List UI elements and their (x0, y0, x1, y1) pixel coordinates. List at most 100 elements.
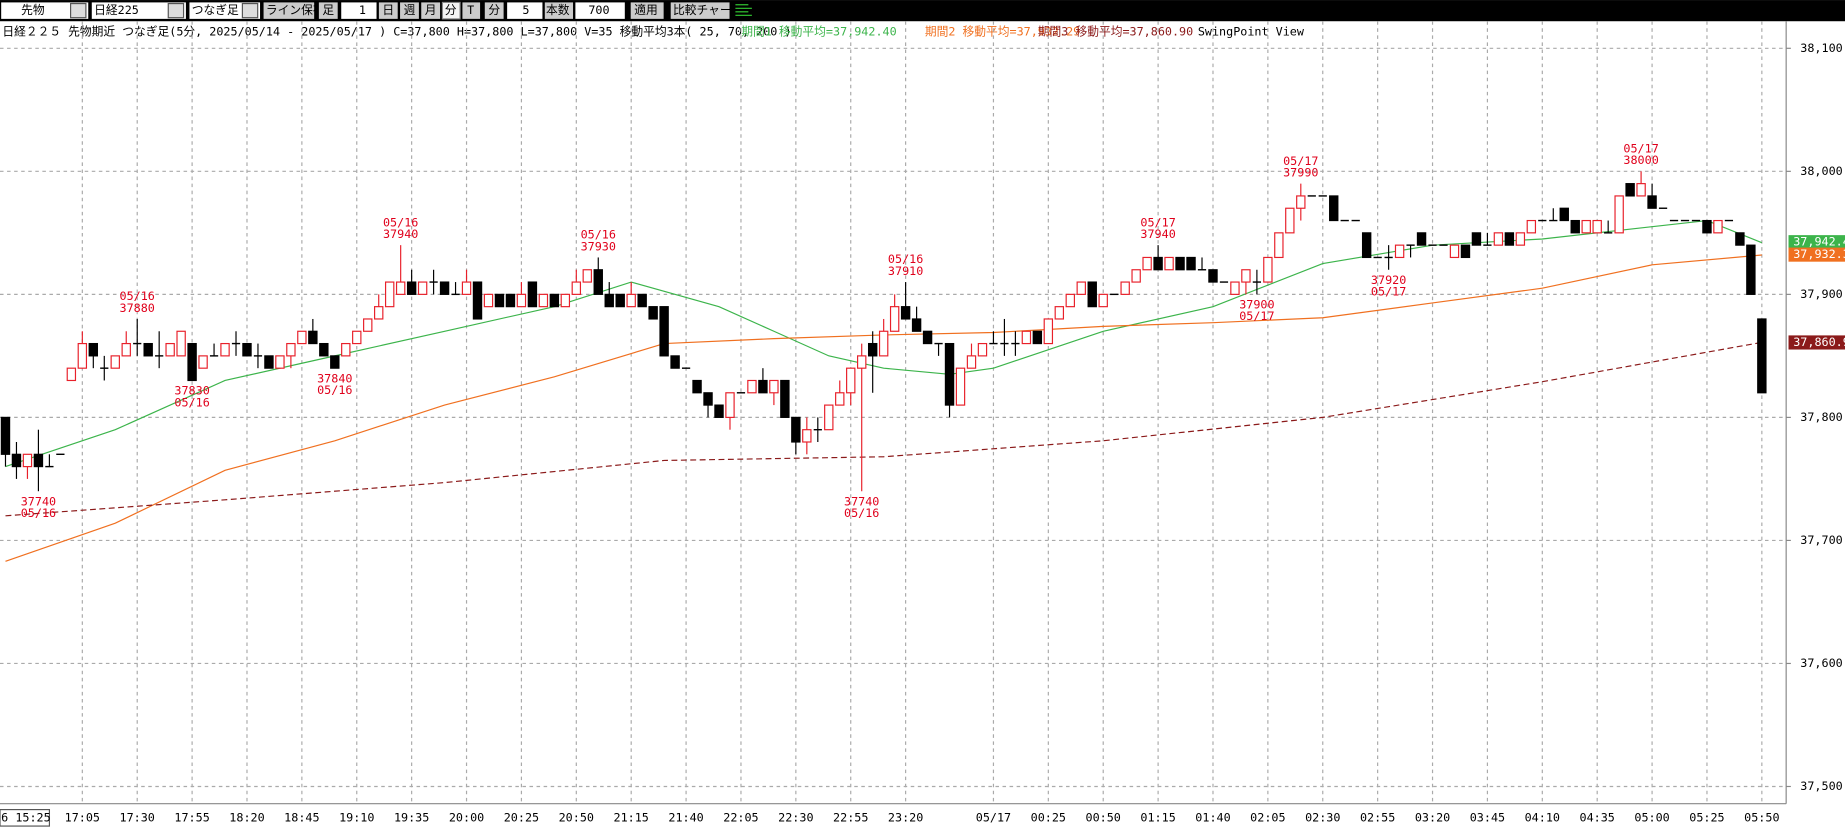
candle (1493, 232, 1504, 246)
candle (1581, 219, 1591, 234)
candle-body (1592, 219, 1602, 234)
week-label: 週 (404, 3, 416, 17)
candle-body (714, 404, 724, 418)
count-input[interactable] (575, 2, 625, 19)
x-tick-label: 04:10 (1525, 810, 1560, 824)
candle (571, 269, 582, 295)
candle (1570, 219, 1580, 234)
x-tick-label: 05:50 (1744, 810, 1779, 824)
ashi-input[interactable] (341, 2, 377, 19)
candle (703, 392, 713, 418)
x-tick-label: 01:40 (1195, 810, 1230, 824)
candle (1592, 219, 1602, 234)
ashi-label-box (318, 2, 338, 19)
market-select[interactable] (1, 2, 89, 19)
candle-body (1559, 207, 1569, 222)
candle-body (846, 367, 856, 394)
candle (1713, 219, 1723, 234)
candle-body (1449, 244, 1460, 259)
candle-body (1076, 281, 1086, 295)
candle-body (220, 342, 230, 357)
candle (231, 331, 241, 356)
candle (1604, 220, 1613, 234)
candle-body (1120, 281, 1130, 295)
candle (1394, 244, 1405, 259)
candle-body (242, 342, 252, 357)
x-tick-label: 23:20 (888, 810, 923, 824)
minute-button[interactable] (441, 1, 461, 20)
candle (1274, 232, 1284, 259)
candle-body (1757, 318, 1767, 394)
save-button[interactable] (263, 2, 315, 19)
day-button[interactable] (378, 2, 398, 19)
candle-body (1043, 318, 1054, 345)
swing-price: 38000 (1623, 153, 1658, 167)
candle (1746, 244, 1756, 295)
apply-button[interactable] (630, 2, 664, 19)
minute-input[interactable] (507, 2, 543, 19)
candle-body (1471, 232, 1482, 246)
tick-button[interactable] (462, 2, 481, 19)
candle-body (1329, 195, 1339, 222)
symbol-select[interactable] (91, 2, 186, 19)
x-tick-label: 18:45 (284, 810, 319, 824)
candle (1153, 245, 1163, 271)
menu-icon[interactable] (735, 4, 752, 16)
x-tick-label: 00:50 (1086, 810, 1121, 824)
swing-date: 05/17 (1140, 215, 1175, 229)
candle (582, 269, 592, 283)
candle-body (1460, 244, 1471, 259)
candle (308, 318, 318, 345)
y-tick-label: 37,600.0 (1800, 656, 1845, 670)
candle-body (911, 318, 922, 332)
dropdown-button[interactable] (241, 2, 259, 19)
candle (747, 379, 757, 394)
compare-button[interactable] (670, 2, 730, 19)
x-tick-label: 20:00 (449, 810, 484, 824)
candle-body (33, 453, 44, 468)
candle-body (352, 330, 362, 345)
dropdown-button[interactable] (70, 2, 87, 19)
x-tick-label: 03:45 (1470, 810, 1505, 824)
candle-body (1032, 330, 1043, 345)
candle (275, 355, 285, 369)
y-tick-label: 37,800 (1800, 410, 1842, 424)
candle (1614, 195, 1624, 234)
candle (516, 282, 527, 308)
candle-body (670, 355, 680, 369)
candle-body (1570, 219, 1580, 234)
candle (297, 330, 307, 345)
week-button[interactable] (400, 2, 419, 19)
candle-body (516, 293, 527, 308)
candle-body (1285, 207, 1295, 234)
candle (451, 282, 460, 296)
chart-title: 日経２２５ 先物期近 つなぎ足(5分, 2025/05/14 - 2025/05… (2, 24, 791, 38)
candle (615, 293, 625, 308)
candle (286, 342, 296, 369)
x-tick-label: 00:25 (1031, 810, 1066, 824)
candle (1384, 245, 1393, 270)
x-tick-label: 20:50 (559, 810, 594, 824)
day-label: 日 (382, 3, 394, 17)
toolbar (0, 0, 1845, 22)
candle-body (374, 306, 384, 320)
candle-body (1065, 293, 1075, 308)
candle (1757, 318, 1767, 394)
candle-body (648, 306, 658, 320)
candle-body (330, 355, 340, 369)
candle (1208, 269, 1218, 283)
candle (264, 355, 274, 369)
candle (110, 355, 120, 369)
candle (319, 342, 329, 357)
candle (1164, 256, 1174, 271)
dropdown-button[interactable] (167, 2, 185, 19)
candle-body (1087, 281, 1097, 308)
candle (670, 355, 680, 369)
candle (1011, 331, 1020, 356)
month-button[interactable] (421, 2, 441, 19)
swing-date: 05/16 (383, 215, 418, 229)
candle (1329, 195, 1339, 222)
candle (802, 417, 812, 455)
candle (824, 404, 834, 431)
toolbar-controls: 先物 日経225 つなぎ足 ライン保存 足 1 日 週 月 分 T 分 5 本数… (1, 1, 752, 20)
